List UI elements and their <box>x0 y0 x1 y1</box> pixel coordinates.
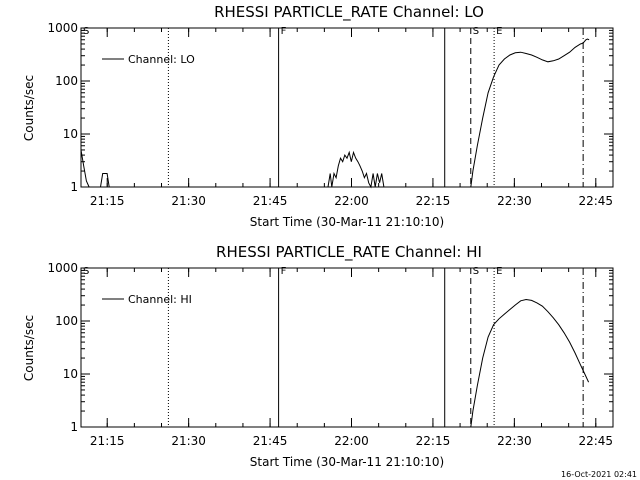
y-tick-label: 100 <box>55 314 78 328</box>
x-tick-label: 21:15 <box>90 194 125 208</box>
x-tick-label: 21:15 <box>90 434 125 448</box>
x-tick-label: 22:00 <box>334 194 369 208</box>
x-tick-label: 22:15 <box>416 194 451 208</box>
x-tick-label: 21:45 <box>253 194 288 208</box>
y-axis-label-lo: Counts/sec <box>22 75 36 141</box>
y-tick-label: 1 <box>70 420 78 434</box>
generation-timestamp: 16-Oct-2021 02:41 <box>561 470 637 479</box>
hi-channel-chart: RHESSI PARTICLE_RATE Channel: HI Start T… <box>22 243 614 469</box>
x-tick-label: 22:00 <box>334 434 369 448</box>
data-series-line <box>80 149 90 188</box>
event-marker-label: S <box>473 266 479 277</box>
event-marker-label: S <box>83 266 89 277</box>
x-tick-label: 22:15 <box>416 434 451 448</box>
y-tick-label: 10 <box>63 127 78 141</box>
event-marker-label: S <box>83 26 89 37</box>
event-marker-label: F <box>281 266 287 277</box>
x-tick-label: 22:45 <box>578 194 613 208</box>
y-tick-label: 1 <box>70 180 78 194</box>
plot-frame <box>80 27 614 188</box>
plot-frame <box>80 267 614 428</box>
chart-title-hi: RHESSI PARTICLE_RATE Channel: HI <box>216 243 482 262</box>
data-series-line <box>327 150 385 189</box>
event-marker-label: E <box>496 26 502 37</box>
x-tick-label: 21:30 <box>171 194 206 208</box>
x-tick-label: 21:45 <box>253 434 288 448</box>
event-marker-label: F <box>281 26 287 37</box>
x-axis-label-lo: Start Time (30-Mar-11 21:10:10) <box>250 215 444 229</box>
x-tick-label: 22:45 <box>578 434 613 448</box>
y-tick-label: 1000 <box>47 21 78 35</box>
event-marker-label: S <box>473 26 479 37</box>
x-axis-label-hi: Start Time (30-Mar-11 21:10:10) <box>250 455 444 469</box>
data-series-line <box>470 298 590 428</box>
data-series-line <box>470 38 590 188</box>
lo-channel-chart: RHESSI PARTICLE_RATE Channel: LO Start T… <box>22 3 614 229</box>
event-marker-label: E <box>496 266 502 277</box>
legend-label-lo: Channel: LO <box>128 53 195 66</box>
x-tick-label: 21:30 <box>171 434 206 448</box>
y-tick-label: 10 <box>63 367 78 381</box>
x-tick-label: 22:30 <box>497 434 532 448</box>
y-tick-label: 1000 <box>47 261 78 275</box>
legend-label-hi: Channel: HI <box>128 293 192 306</box>
x-tick-label: 22:30 <box>497 194 532 208</box>
y-tick-label: 100 <box>55 74 78 88</box>
chart-title-lo: RHESSI PARTICLE_RATE Channel: LO <box>214 3 484 22</box>
data-series-line <box>100 173 110 188</box>
y-axis-label-hi: Counts/sec <box>22 315 36 381</box>
